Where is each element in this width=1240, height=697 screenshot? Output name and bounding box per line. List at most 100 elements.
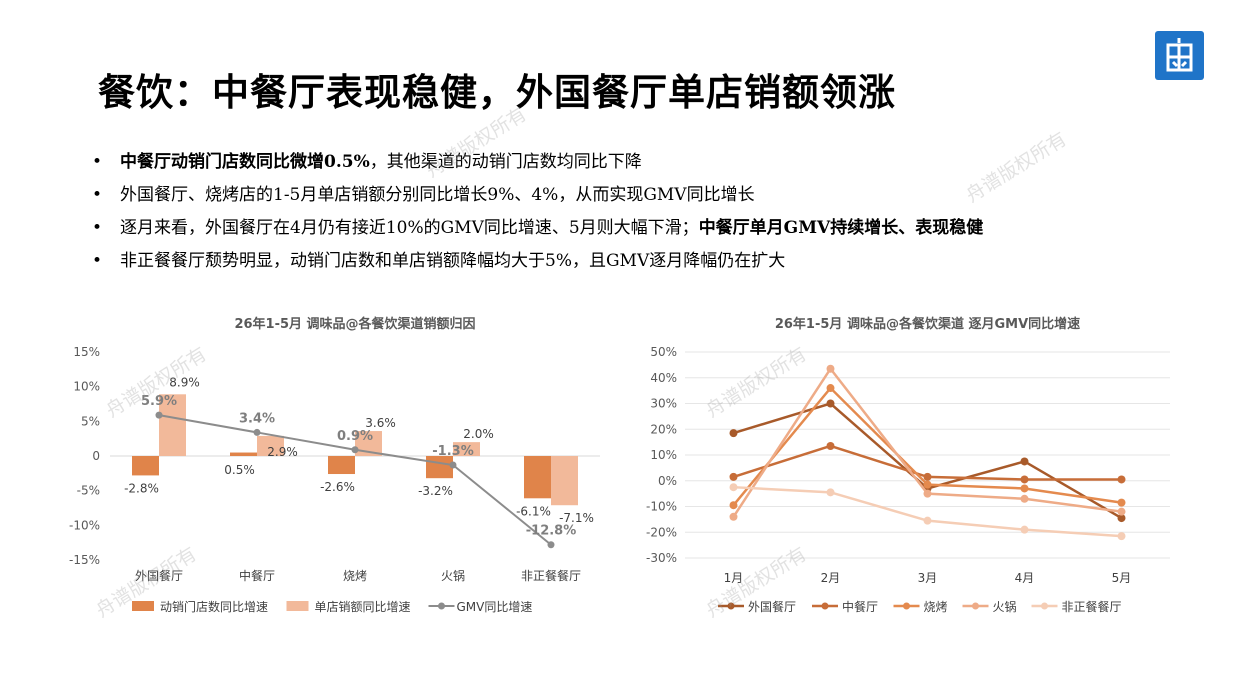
bar xyxy=(159,394,186,456)
y-tick-label: -20% xyxy=(646,525,677,539)
x-tick-label: 5月 xyxy=(1112,571,1132,585)
bar xyxy=(328,456,355,475)
legend-swatch xyxy=(821,602,829,610)
legend-label: 非正餐餐厅 xyxy=(1062,599,1122,614)
legend-label: 烧烤 xyxy=(924,599,948,614)
page-title: 餐饮：中餐厅表现稳健，外国餐厅单店销额领涨 xyxy=(98,70,896,114)
legend-swatch xyxy=(727,602,735,610)
data-label: -2.6% xyxy=(320,480,355,494)
y-tick-label: 0% xyxy=(658,474,677,488)
legend-swatch xyxy=(903,602,910,610)
data-label: 0.5% xyxy=(224,463,255,477)
x-tick-label: 3月 xyxy=(918,571,938,585)
gmv-point xyxy=(547,541,555,549)
x-tick-label: 4月 xyxy=(1015,571,1035,585)
y-tick-label: 10% xyxy=(73,380,100,394)
data-label: -6.1% xyxy=(516,504,551,518)
chart-title: 26年1-5月 调味品@各餐饮渠道销额归因 xyxy=(234,316,475,332)
bar xyxy=(551,456,578,506)
legend-label: 单店销额同比增速 xyxy=(315,600,411,614)
series-point xyxy=(1117,514,1126,523)
series-point xyxy=(1020,494,1029,503)
y-tick-label: -15% xyxy=(69,553,100,567)
monthly-gmv-chart: 26年1-5月 调味品@各餐饮渠道 逐月GMV同比增速 50% 40% 30% 20% 1… xyxy=(630,308,1190,632)
y-tick-label: 30% xyxy=(650,397,677,411)
series-point xyxy=(1117,532,1126,541)
series-point xyxy=(1020,475,1029,484)
y-tick-label: -10% xyxy=(69,518,100,532)
y-tick-label: 40% xyxy=(650,371,677,385)
data-label: 8.9% xyxy=(169,375,200,389)
legend-swatch xyxy=(132,601,154,611)
gmv-point xyxy=(253,428,261,436)
y-tick-label: -30% xyxy=(646,551,677,565)
bar xyxy=(524,456,551,499)
legend-swatch xyxy=(1041,602,1048,610)
x-tick-label: 火锅 xyxy=(441,568,465,583)
series-point xyxy=(826,384,835,393)
series-point xyxy=(729,472,738,481)
bullet-item: • 逐月来看，外国餐厅在4月仍有接近10%的GMV同比增速、5月则大幅下滑；中餐厅… xyxy=(92,218,984,238)
x-tick-label: 非正餐餐厅 xyxy=(521,568,581,583)
series-point xyxy=(826,441,835,450)
series-point xyxy=(923,480,932,489)
series-point xyxy=(1020,484,1029,493)
y-tick-label: -10% xyxy=(646,500,677,514)
series-point xyxy=(826,488,835,497)
bullet-item: • 中餐厅动销门店数同比微增0.5%，其他渠道的动销门店数均同比下降 xyxy=(92,152,642,172)
zhoupu-logo-icon xyxy=(1155,31,1204,80)
x-tick-label: 外国餐厅 xyxy=(135,568,183,583)
monthly-gmv-chart-svg: 26年1-5月 调味品@各餐饮渠道 逐月GMV同比增速 50% 40% 30% 20% 1… xyxy=(646,316,1170,614)
legend-label: GMV同比增速 xyxy=(457,600,533,614)
series-point xyxy=(729,512,738,521)
x-tick-label: 1月 xyxy=(724,571,744,585)
series-point xyxy=(1020,457,1029,466)
y-tick-label: 0 xyxy=(92,449,100,463)
series-point xyxy=(1020,525,1029,534)
gmv-point xyxy=(351,446,359,454)
x-tick-label: 2月 xyxy=(821,571,841,585)
legend-label: 火锅 xyxy=(993,599,1017,614)
y-tick-label: 10% xyxy=(650,448,677,462)
data-label: -3.2% xyxy=(418,484,453,498)
gmv-data-label: -12.8% xyxy=(526,524,577,539)
data-label: 3.6% xyxy=(365,416,396,430)
gmv-data-label: -1.3% xyxy=(432,444,473,459)
legend-label: 动销门店数同比增速 xyxy=(160,599,268,614)
data-label: 2.0% xyxy=(463,427,494,441)
bar xyxy=(426,456,453,479)
x-tick-label: 烧烤 xyxy=(343,568,367,583)
y-tick-label: 50% xyxy=(650,345,677,359)
bullet-list: • 中餐厅动销门店数同比微增0.5%，其他渠道的动销门店数均同比下降 • 外国餐厅、… xyxy=(92,146,983,278)
bullet-item: • 外国餐厅、烧烤店的1-5月单店销额分别同比增长9%、4%，从而实现GMV同比增… xyxy=(92,185,755,205)
series-point xyxy=(1117,475,1126,484)
series-point xyxy=(729,429,738,438)
series-point xyxy=(923,489,932,498)
bullet-item: • 非正餐餐厅颓势明显，动销门店数和单店销额降幅均大于5%，且GMV逐月降幅仍在扩… xyxy=(92,251,786,271)
legend-label: 外国餐厅 xyxy=(748,599,796,614)
data-label: -2.8% xyxy=(124,481,159,495)
gmv-point xyxy=(449,461,457,469)
gmv-data-label: 3.4% xyxy=(239,411,275,426)
x-tick-label: 中餐厅 xyxy=(239,568,275,583)
y-tick-label: 20% xyxy=(650,422,677,436)
bar xyxy=(257,435,284,456)
bar xyxy=(230,452,257,456)
series-point xyxy=(826,399,835,408)
data-label: 2.9% xyxy=(267,445,298,459)
series-point xyxy=(923,516,932,525)
legend-swatch xyxy=(972,602,979,610)
series-point xyxy=(1117,498,1126,507)
series-point xyxy=(826,364,835,373)
legend-swatch xyxy=(438,602,445,610)
legend-label: 中餐厅 xyxy=(842,599,878,614)
series-point xyxy=(729,501,738,510)
series-point xyxy=(923,472,932,481)
legend-swatch xyxy=(286,601,309,611)
data-label: -7.1% xyxy=(559,511,594,525)
series-line xyxy=(733,402,1123,520)
gmv-data-label: 5.9% xyxy=(141,394,177,409)
y-tick-label: -5% xyxy=(77,484,100,498)
y-tick-label: 5% xyxy=(81,414,100,428)
y-tick-label: 15% xyxy=(73,345,100,359)
